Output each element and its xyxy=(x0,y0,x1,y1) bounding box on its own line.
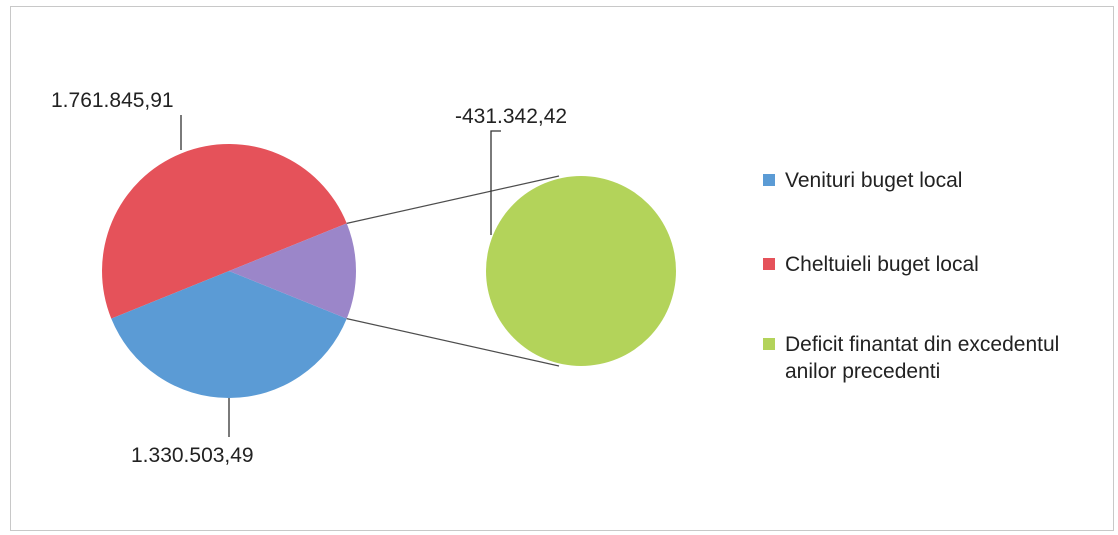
slice-deficit xyxy=(486,176,676,366)
slice-split-other xyxy=(229,223,356,319)
data-label-cheltuieli: 1.761.845,91 xyxy=(51,89,174,112)
slice-cheltuieli xyxy=(102,144,347,319)
chart-area: 1.761.845,91 -431.342,42 1.330.503,49 Veni… xyxy=(10,6,1114,531)
legend-swatch-cheltuieli xyxy=(763,258,775,270)
legend-label-venituri: Venituri buget local xyxy=(785,169,963,192)
legend-swatch-venituri xyxy=(763,174,775,186)
legend-item-deficit: Deficit finantat din excedentul anilor p… xyxy=(763,331,1115,385)
legend-label-cheltuieli: Cheltuieli buget local xyxy=(785,253,979,276)
data-label-deficit: -431.342,42 xyxy=(455,105,567,128)
connector-line-top xyxy=(346,175,560,224)
legend-swatch-deficit xyxy=(763,338,775,350)
pie-of-pie-chart: 1.761.845,91 -431.342,42 1.330.503,49 xyxy=(51,89,676,467)
connector-line-bottom xyxy=(346,318,560,367)
legend-label-deficit: Deficit finantat din excedentul anilor p… xyxy=(785,333,1060,383)
slice-venituri xyxy=(111,271,347,398)
leader-line-deficit xyxy=(490,130,501,235)
legend-item-venituri: Venituri buget local xyxy=(763,167,1118,194)
data-label-venituri: 1.330.503,49 xyxy=(131,444,254,467)
legend-item-cheltuieli: Cheltuieli buget local xyxy=(763,251,1118,278)
